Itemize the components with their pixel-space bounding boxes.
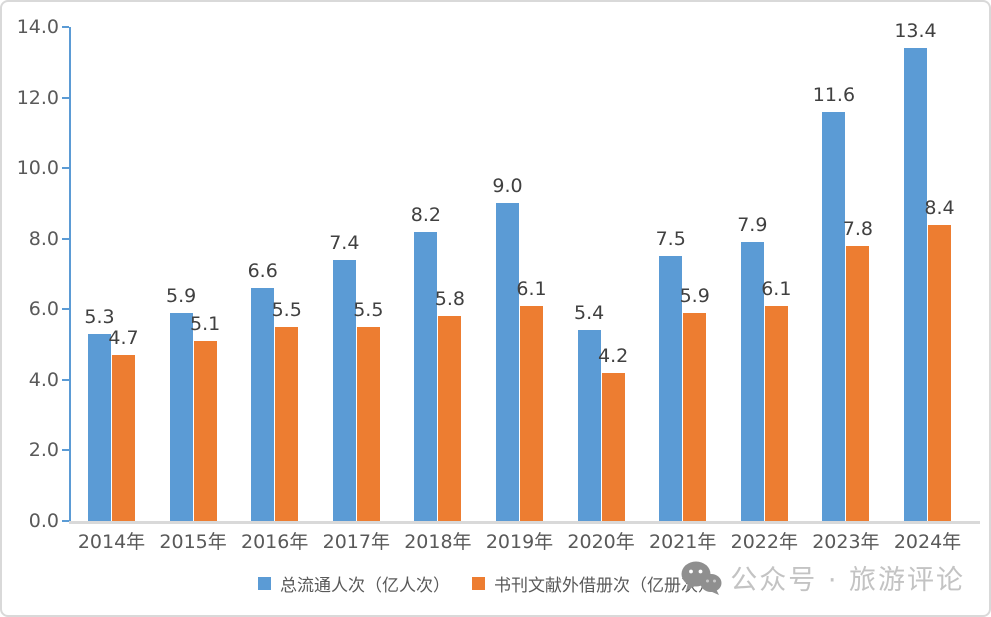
y-tick-label: 0.0 — [28, 510, 59, 532]
bar-value-label: 7.9 — [737, 214, 768, 237]
bar-value-label: 5.9 — [679, 284, 710, 307]
bar-series2 — [193, 341, 217, 521]
watermark: 公众号 · 旅游评论 — [680, 558, 965, 597]
bar-series1 — [822, 111, 846, 521]
bar-series1 — [577, 330, 601, 521]
y-axis-tick — [62, 378, 69, 381]
x-tick-label: 2016年 — [241, 531, 309, 553]
y-axis-tick — [62, 449, 69, 452]
bar-series1 — [904, 48, 927, 521]
bar-value-label: 7.4 — [329, 231, 360, 254]
y-tick-label: 14.0 — [16, 16, 59, 38]
bar-value-label: 5.9 — [165, 284, 197, 307]
bar-series2 — [846, 245, 870, 521]
bar-value-label: 5.5 — [271, 298, 302, 321]
bar-value-label: 11.6 — [812, 83, 856, 106]
bar-series1 — [414, 231, 438, 521]
bar-series1 — [251, 288, 275, 521]
chart-legend: 总流通人次（亿人次） 书刊文献外借册次（亿册次） — [258, 571, 715, 596]
y-axis-tick — [62, 237, 69, 240]
bar-value-label: 9.0 — [492, 175, 523, 198]
x-tick-label: 2015年 — [159, 531, 227, 553]
watermark-text: 公众号 · 旅游评论 — [730, 565, 965, 596]
bar-series2 — [275, 326, 299, 521]
bar-value-label: 4.2 — [597, 344, 629, 367]
legend-swatch — [258, 577, 271, 590]
bar-series2 — [520, 305, 543, 521]
bar-value-label: 4.7 — [108, 327, 139, 350]
x-tick-label: 2019年 — [485, 531, 554, 553]
wechat-icon — [680, 560, 722, 596]
y-axis-tick — [62, 308, 69, 311]
legend-label: 书刊文献外借册次（亿册次） — [494, 576, 715, 596]
x-tick-label: 2021年 — [649, 531, 717, 553]
y-axis-line — [69, 27, 71, 521]
y-tick-label: 6.0 — [28, 298, 59, 321]
bar-value-label: 6.1 — [761, 277, 792, 300]
bar-series1 — [332, 259, 356, 521]
x-tick-label: 2022年 — [730, 531, 798, 553]
bar-series2 — [764, 305, 788, 521]
x-tick-label: 2017年 — [322, 531, 390, 553]
bar-value-label: 7.8 — [842, 217, 873, 240]
bar-series2 — [438, 316, 462, 521]
legend-swatch — [472, 577, 485, 590]
bar-series1 — [659, 256, 683, 521]
bar-series1 — [169, 312, 193, 521]
bar-series2 — [928, 224, 951, 521]
bar-value-label: 5.8 — [434, 288, 465, 311]
bar-series2 — [112, 355, 135, 521]
bar-value-label: 13.4 — [894, 20, 937, 43]
y-tick-label: 10.0 — [16, 157, 59, 180]
bar-value-label: 5.5 — [353, 298, 384, 321]
bar-series2 — [601, 372, 625, 521]
bar-value-label: 5.1 — [189, 313, 221, 336]
y-tick-label: 8.0 — [28, 227, 59, 250]
y-tick-label: 12.0 — [16, 86, 59, 109]
bar-series1 — [88, 333, 111, 521]
bar-series2 — [356, 326, 380, 521]
x-axis-line — [69, 521, 980, 524]
y-axis-tick — [62, 520, 69, 522]
x-tick-label: 2023年 — [812, 531, 880, 553]
x-tick-label: 2024年 — [893, 531, 962, 553]
bar-value-label: 8.2 — [410, 203, 441, 226]
bar-value-label: 6.6 — [247, 260, 278, 283]
legend-label: 总流通人次（亿人次） — [280, 576, 450, 596]
x-tick-label: 2020年 — [567, 531, 635, 553]
x-tick-label: 2014年 — [77, 531, 146, 553]
bar-value-label: 7.5 — [655, 228, 686, 251]
y-axis-tick — [62, 96, 69, 99]
legend-item: 总流通人次（亿人次） — [258, 571, 450, 596]
legend-item: 书刊文献外借册次（亿册次） — [472, 571, 715, 596]
y-tick-label: 4.0 — [28, 368, 59, 391]
bar-series1 — [496, 203, 519, 521]
bar-value-label: 5.3 — [84, 305, 115, 328]
y-tick-label: 2.0 — [28, 439, 59, 462]
bar-value-label: 8.4 — [924, 196, 955, 219]
bar-value-label: 5.4 — [573, 302, 605, 325]
x-tick-label: 2018年 — [404, 531, 472, 553]
y-axis-tick — [62, 167, 69, 170]
bar-value-label: 6.1 — [516, 277, 547, 300]
y-axis-tick — [62, 26, 69, 28]
bar-series2 — [683, 312, 707, 521]
bar-series1 — [740, 242, 764, 521]
